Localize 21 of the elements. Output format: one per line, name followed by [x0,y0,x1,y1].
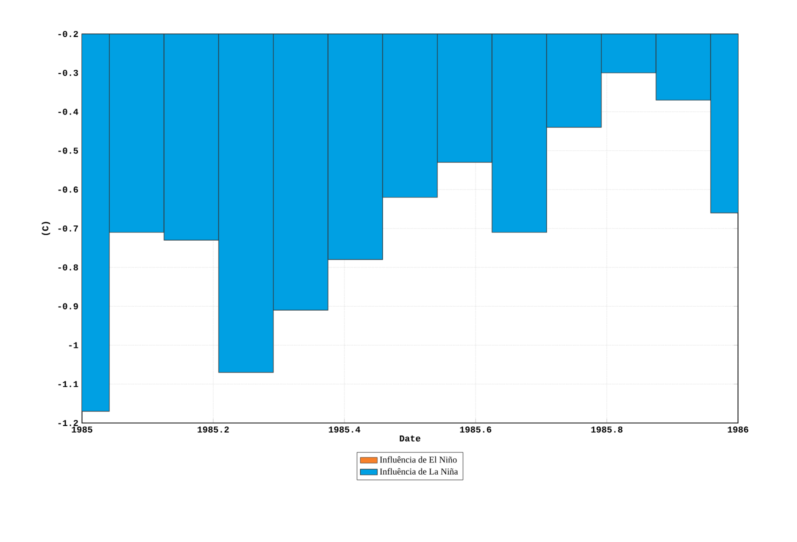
x-tick-label: 1985.4 [328,426,360,433]
x-tick-label: 1985.6 [460,426,492,433]
legend-label: Influência de El Niño [380,456,457,463]
x-axis-title: Date [400,435,420,442]
x-tick-label: 1985.2 [198,426,229,433]
y-tick-label: -1 [69,342,78,348]
y-tick-label: -0.8 [58,264,78,270]
y-tick-label: -0.2 [58,30,78,38]
y-tick-label: -0.6 [58,186,78,193]
y-tick-label: -0.9 [58,303,78,310]
legend-label: Influência de La Niña [380,468,458,475]
x-tick-label: 1985.8 [591,426,622,433]
y-tick-label: -0.4 [58,108,78,115]
y-tick-label: -0.7 [58,225,78,232]
y-axis-title: (C) [42,222,50,236]
y-tick-label: -0.5 [58,148,78,154]
y-tick-label: -1.2 [58,420,78,426]
x-tick-label: 1986 [728,426,748,433]
y-tick-label: -1.1 [58,381,78,388]
y-tick-label: -0.3 [58,70,78,76]
x-tick-label: 1985 [72,426,92,433]
